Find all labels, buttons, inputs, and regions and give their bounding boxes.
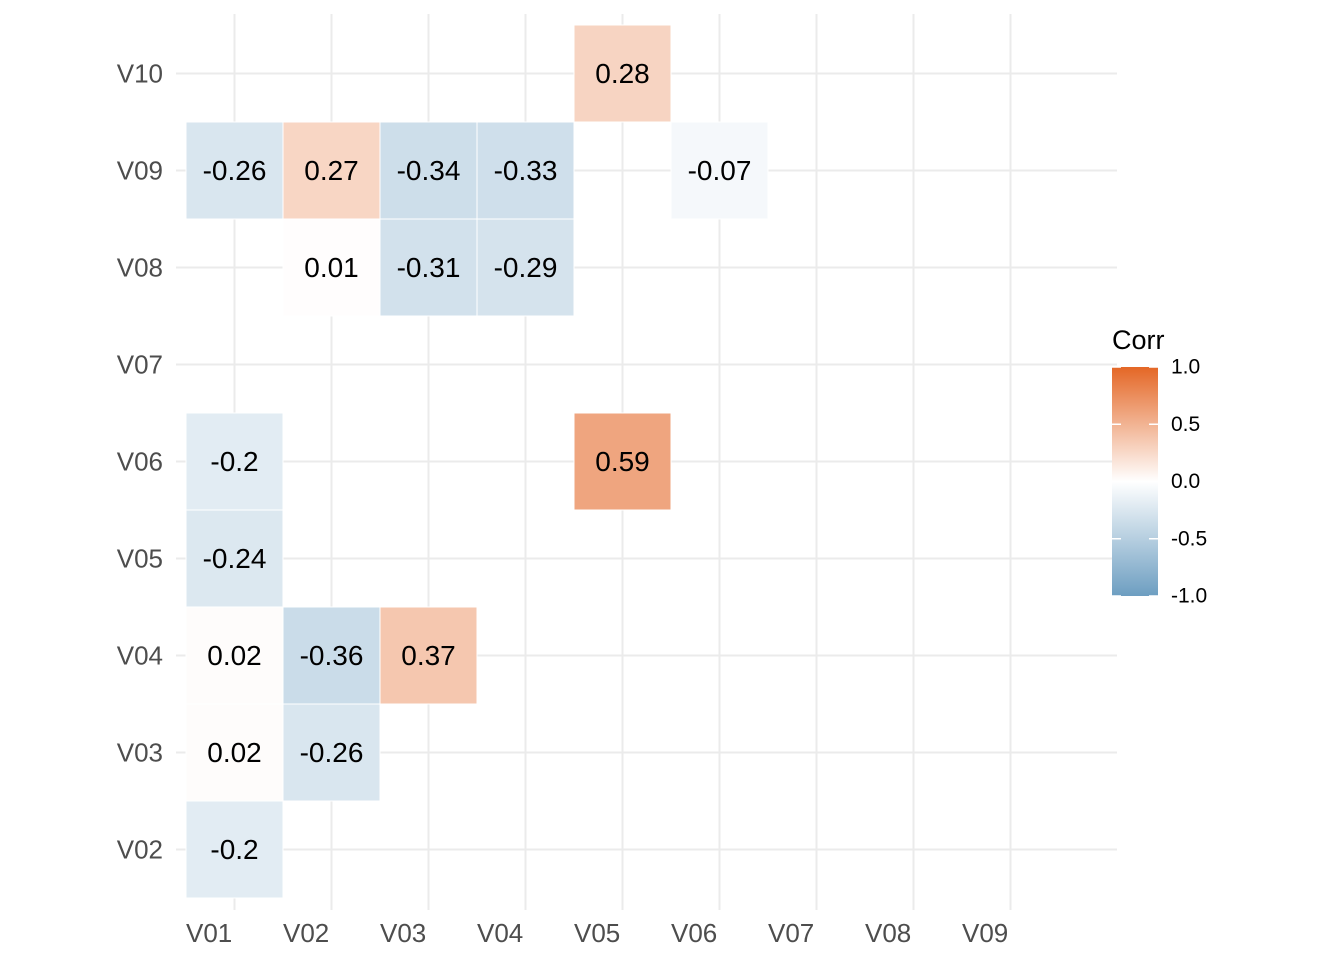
cell-value-label: 0.28 (595, 58, 650, 89)
cell-value-label: -0.33 (494, 155, 558, 186)
x-tick-label: V01 (186, 918, 232, 948)
heatmap-cell (282, 218, 381, 317)
x-tick-label: V05 (574, 918, 620, 948)
legend-tick-label: 0.0 (1171, 470, 1200, 493)
cell-value-label: -0.26 (300, 737, 364, 768)
heatmap-cell (379, 606, 478, 705)
heatmap-cell (282, 606, 381, 705)
y-tick-label: V05 (117, 544, 163, 574)
y-tick-label: V10 (117, 59, 163, 89)
heatmap-cell (185, 121, 284, 220)
heatmap-cell (185, 509, 284, 608)
heatmap-cell (282, 121, 381, 220)
heatmap-cell (379, 218, 478, 317)
legend: Corr 1.0 0.5 0.0 -0.5 -1.0 (1112, 325, 1207, 608)
x-axis: V01 V02 V03 V04 V05 V06 V07 V08 V09 (186, 918, 1008, 948)
heatmap-cell (476, 218, 575, 317)
y-tick-label: V07 (117, 350, 163, 380)
x-tick-label: V03 (380, 918, 426, 948)
legend-tick-label: 0.5 (1171, 413, 1200, 436)
cell-value-label: 0.27 (304, 155, 359, 186)
heatmap-cell (282, 703, 381, 802)
heatmap-tiles (185, 24, 769, 899)
y-tick-label: V06 (117, 447, 163, 477)
legend-tick-label: 1.0 (1171, 356, 1200, 379)
x-tick-label: V06 (671, 918, 717, 948)
x-tick-label: V08 (865, 918, 911, 948)
cell-value-label: 0.59 (595, 446, 650, 477)
cell-value-label: -0.24 (203, 543, 267, 574)
x-tick-label: V07 (768, 918, 814, 948)
heatmap-cell (573, 24, 672, 123)
heatmap-cell (185, 606, 284, 705)
y-axis: V02 V03 V04 V05 V06 V07 V08 V09 V10 (117, 59, 163, 865)
heatmap-cell (670, 121, 769, 220)
legend-tick-label: -0.5 (1171, 527, 1207, 550)
heatmap-cell (573, 412, 672, 511)
cell-value-label: 0.02 (207, 640, 262, 671)
cell-value-label: -0.34 (397, 155, 461, 186)
cell-value-label: -0.07 (688, 155, 752, 186)
heatmap-cell (185, 703, 284, 802)
heatmap-cell (185, 800, 284, 899)
y-tick-label: V08 (117, 253, 163, 283)
y-tick-label: V02 (117, 835, 163, 865)
heatmap-cell (476, 121, 575, 220)
cell-labels: 0.28 -0.26 0.27 -0.34 -0.33 -0.07 0.01 -0.31 -0.… (203, 58, 752, 865)
heatmap-cell (185, 412, 284, 511)
cell-value-label: -0.36 (300, 640, 364, 671)
cell-value-label: -0.29 (494, 252, 558, 283)
y-tick-label: V09 (117, 156, 163, 186)
cell-value-label: -0.2 (210, 446, 258, 477)
cell-value-label: -0.2 (210, 834, 258, 865)
heatmap-cell (379, 121, 478, 220)
legend-tick-label: -1.0 (1171, 585, 1207, 608)
cell-value-label: 0.37 (401, 640, 456, 671)
cell-value-label: 0.02 (207, 737, 262, 768)
x-tick-label: V09 (962, 918, 1008, 948)
legend-title: Corr (1112, 325, 1165, 355)
cell-value-label: -0.31 (397, 252, 461, 283)
x-tick-label: V04 (477, 918, 523, 948)
x-tick-label: V02 (283, 918, 329, 948)
y-tick-label: V04 (117, 641, 163, 671)
y-tick-label: V03 (117, 738, 163, 768)
cell-value-label: -0.26 (203, 155, 267, 186)
cell-value-label: 0.01 (304, 252, 359, 283)
